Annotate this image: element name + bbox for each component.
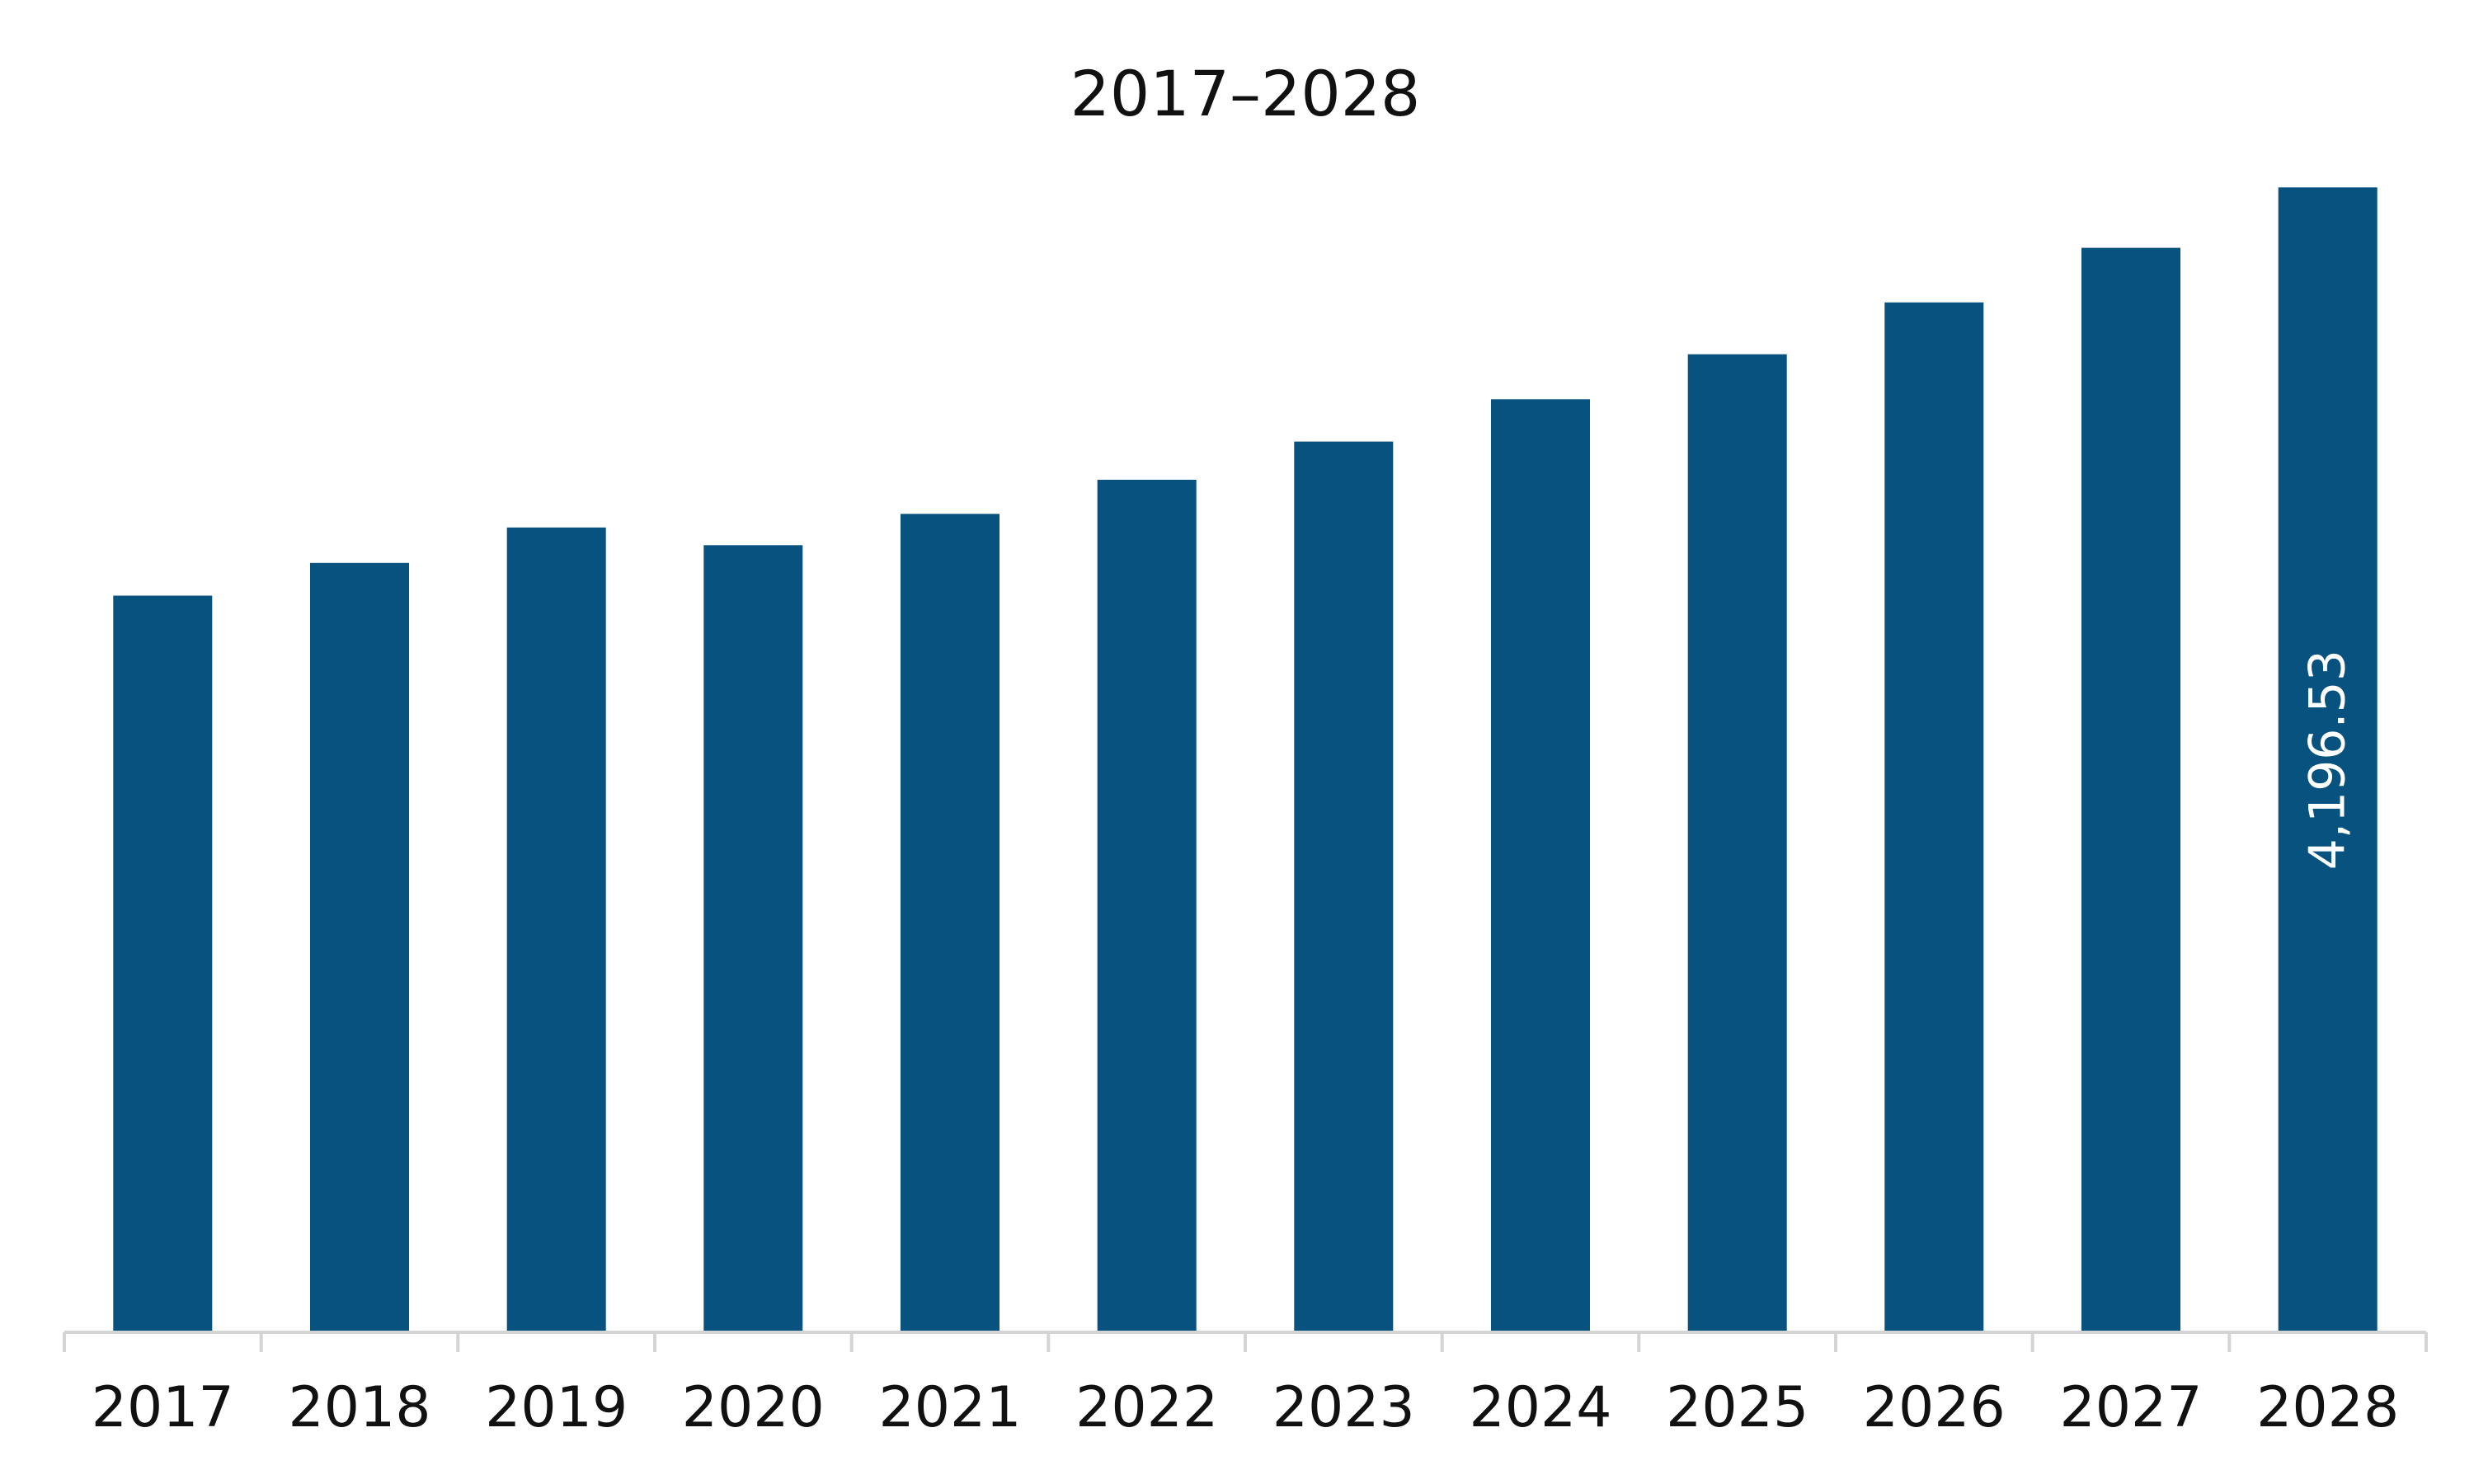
x-tick-label-2027: 2027 bbox=[2059, 1375, 2202, 1440]
bar-2027 bbox=[2081, 247, 2180, 1333]
bar-2024 bbox=[1491, 399, 1590, 1332]
x-tick-label-2018: 2018 bbox=[288, 1375, 430, 1440]
chart-title: 2017–2028 bbox=[1070, 57, 1421, 130]
bars-group bbox=[113, 187, 2378, 1333]
x-tick-label-2025: 2025 bbox=[1666, 1375, 1808, 1440]
x-tick-label-2021: 2021 bbox=[878, 1375, 1021, 1440]
data-labels: 4,196.53 bbox=[2299, 650, 2357, 870]
x-tick-label-2028: 2028 bbox=[2256, 1375, 2399, 1440]
bar-2020 bbox=[703, 545, 803, 1332]
x-tick-label-2017: 2017 bbox=[92, 1375, 234, 1440]
x-tick-label-2022: 2022 bbox=[1075, 1375, 1218, 1440]
bar-2028 bbox=[2278, 187, 2378, 1332]
bar-2026 bbox=[1884, 302, 1984, 1332]
data-label-2028: 4,196.53 bbox=[2299, 650, 2357, 870]
bar-2023 bbox=[1294, 441, 1394, 1332]
x-tick-labels: 2017 2018 2019 2020 2021 2022 2023 2024 2025 2026… bbox=[92, 1375, 2399, 1440]
bar-2021 bbox=[901, 514, 999, 1332]
x-tick-label-2023: 2023 bbox=[1272, 1375, 1415, 1440]
x-tick-label-2024: 2024 bbox=[1469, 1375, 1611, 1440]
x-tick-label-2026: 2026 bbox=[1863, 1375, 2006, 1440]
bar-2025 bbox=[1687, 354, 1787, 1333]
bar-2022 bbox=[1097, 479, 1197, 1332]
bar-2018 bbox=[310, 562, 409, 1332]
x-tick-label-2019: 2019 bbox=[485, 1375, 628, 1440]
x-tick-label-2020: 2020 bbox=[682, 1375, 825, 1440]
bar-2017 bbox=[113, 595, 213, 1332]
bar-2019 bbox=[506, 527, 606, 1332]
x-axis bbox=[63, 1331, 2428, 1352]
